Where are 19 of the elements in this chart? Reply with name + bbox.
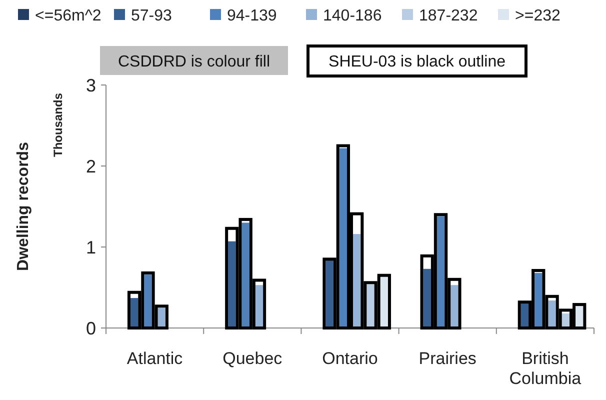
text: SHEU-03 is black outline <box>328 54 506 71</box>
legend-label: <=56m^2 <box>35 8 102 25</box>
x-tick-label: Quebec <box>222 349 283 368</box>
x-tick-label: Ontario <box>322 349 378 368</box>
y-tick-label: 2 <box>86 156 96 176</box>
text: Thousands <box>51 92 65 158</box>
legend-label: 57-93 <box>131 8 172 25</box>
y-tick-label: 3 <box>86 75 96 96</box>
legend-label: 187-232 <box>419 8 478 25</box>
x-tick-label: British Columbia <box>509 349 582 388</box>
legend-label: 140-186 <box>323 8 382 25</box>
legend-label: 94-139 <box>227 8 277 25</box>
legend-label: >=232 <box>515 8 560 25</box>
y-tick-label: 1 <box>86 237 96 258</box>
x-tick-label: Atlantic <box>126 349 184 368</box>
y-axis-title: Dwelling records <box>15 142 32 271</box>
y-tick-label: 0 <box>86 318 96 338</box>
x-tick-label: Prairies <box>418 349 476 368</box>
text: CSDDRD is colour fill <box>118 54 270 71</box>
